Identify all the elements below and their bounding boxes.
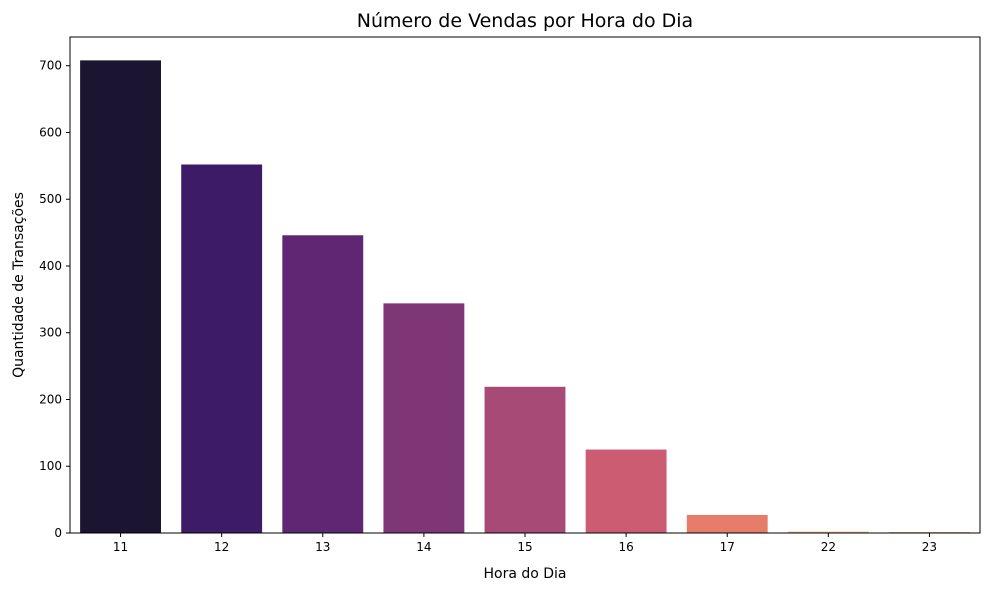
y-tick-label: 0	[54, 526, 62, 540]
plot-frame	[69, 36, 981, 534]
y-tick-label: 500	[39, 192, 62, 206]
y-tick-label: 700	[39, 59, 62, 73]
x-tick-label: 14	[416, 540, 431, 554]
y-axis-ticks: 0 100 200 300 400 500 600 700	[39, 59, 70, 540]
bar-16	[585, 449, 667, 533]
y-axis-title: Quantidade de Transações	[11, 192, 27, 378]
bar-14	[383, 303, 465, 533]
y-tick-label: 600	[39, 125, 62, 139]
bar-11	[80, 60, 161, 533]
bar-17	[686, 514, 768, 533]
chart-title: Número de Vendas por Hora do Dia	[357, 10, 693, 32]
x-tick-label: 16	[618, 540, 633, 554]
x-tick-label: 12	[214, 540, 229, 554]
x-tick-label: 17	[720, 540, 735, 554]
x-axis-ticks: 11 12 13 14 15 16 17 22 23	[113, 533, 937, 554]
bars-group	[80, 60, 970, 534]
bar-12	[181, 164, 263, 534]
bar-13	[282, 235, 364, 534]
bar-22	[787, 531, 869, 533]
bar-15	[484, 386, 566, 533]
x-tick-label: 23	[922, 540, 937, 554]
x-tick-label: 15	[517, 540, 532, 554]
x-tick-label: 22	[821, 540, 836, 554]
y-tick-label: 300	[39, 326, 62, 340]
y-tick-label: 200	[39, 392, 62, 406]
y-tick-label: 100	[39, 459, 62, 473]
x-tick-label: 13	[315, 540, 330, 554]
x-tick-label: 11	[113, 540, 128, 554]
y-tick-label: 400	[39, 259, 62, 273]
x-axis-title: Hora do Dia	[483, 566, 566, 582]
